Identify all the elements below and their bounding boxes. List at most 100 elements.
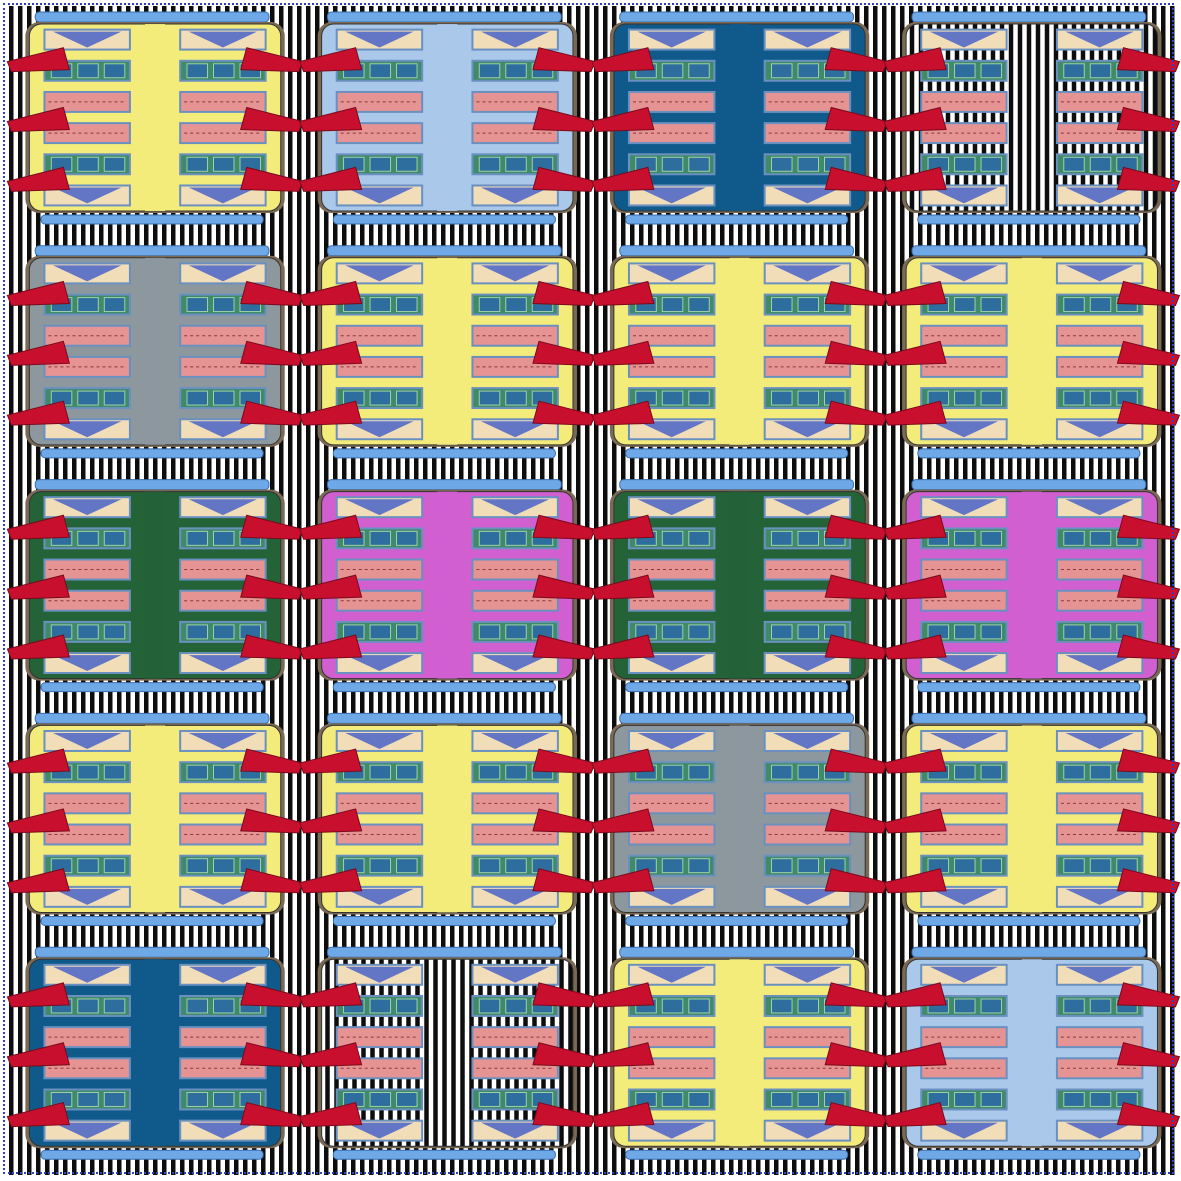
window-pane <box>771 63 793 79</box>
balcony-rail-top <box>619 245 855 257</box>
shutter-right <box>240 280 304 306</box>
window-pane <box>688 764 710 780</box>
window-shade <box>345 1122 414 1139</box>
shutter-right <box>240 47 304 73</box>
window-pane <box>954 764 976 780</box>
window-pane <box>954 297 976 313</box>
window-pane <box>77 764 99 780</box>
window-pane <box>771 764 793 780</box>
balcony-rail-bottom <box>332 682 556 693</box>
window-pane <box>186 764 209 780</box>
window-pane <box>1089 530 1112 546</box>
window-shade <box>637 265 706 282</box>
facade-pillar <box>144 24 166 212</box>
window-shade <box>345 733 414 749</box>
shutter-right <box>240 808 304 834</box>
shutter-left <box>591 748 655 774</box>
shutter-left <box>883 748 947 774</box>
window-pane <box>186 63 209 79</box>
window-pane <box>505 624 527 640</box>
window-pane <box>797 624 820 640</box>
facade <box>883 245 1181 459</box>
facade <box>883 712 1181 926</box>
window-pane <box>954 156 976 172</box>
window-pane <box>954 858 976 874</box>
shutter-left <box>6 982 71 1008</box>
window-shade <box>345 265 414 282</box>
facade-pillar <box>729 725 750 913</box>
window-shade <box>773 966 842 983</box>
window-pane <box>1063 156 1085 172</box>
balcony-rail-bottom <box>40 448 264 459</box>
window-pane <box>478 1092 501 1107</box>
window-pane <box>1089 390 1112 406</box>
window-pane <box>797 156 820 172</box>
window-shade <box>53 655 122 672</box>
facade-grid <box>6 11 1181 1160</box>
window-pane <box>478 764 501 780</box>
window-pane <box>1063 998 1085 1014</box>
balcony-rail-bottom <box>40 1149 264 1160</box>
facade-pillar <box>1021 725 1042 913</box>
shutter-right <box>1116 280 1181 306</box>
window-pane <box>369 390 392 406</box>
window-shade <box>637 1122 706 1139</box>
window-pane <box>980 390 1003 406</box>
window-shade <box>1065 1122 1134 1139</box>
shutter-right <box>824 514 888 540</box>
shutter-left <box>591 340 655 366</box>
shutter-right <box>532 1101 596 1128</box>
shutter-left <box>883 982 947 1008</box>
window-pane <box>505 156 527 172</box>
window-shade <box>480 655 550 672</box>
window-pane <box>77 297 99 313</box>
shutter-left <box>591 1042 655 1068</box>
window-pane <box>1063 858 1085 874</box>
balcony-rail-top <box>326 712 562 724</box>
shutter-right <box>532 280 596 306</box>
facade <box>298 11 596 225</box>
window-shade <box>188 187 258 204</box>
shutter-right <box>824 1042 888 1068</box>
window-shade <box>1065 499 1134 516</box>
balcony-rail-top <box>911 11 1147 23</box>
shutter-left <box>883 1042 947 1068</box>
facade-pillar <box>437 24 458 212</box>
window-shade <box>53 966 122 983</box>
window-shade <box>637 187 706 204</box>
window-pane <box>505 63 527 79</box>
shutter-left <box>883 340 947 366</box>
shutter-left <box>883 868 947 894</box>
window-pane <box>505 1092 527 1107</box>
window-pane <box>1063 530 1085 546</box>
window-pane <box>797 858 820 874</box>
window-pane <box>661 297 684 313</box>
shutter-right <box>532 634 596 660</box>
window-pane <box>980 1092 1003 1107</box>
window-shade <box>480 733 550 749</box>
window-pane <box>396 1092 418 1107</box>
window-shade <box>188 966 258 983</box>
window-shade <box>345 31 414 48</box>
window-pane <box>103 624 126 640</box>
window-pane <box>396 63 418 79</box>
shutter-left <box>591 1101 655 1128</box>
window-shade <box>345 499 414 516</box>
window-shade <box>188 499 258 516</box>
window-pane <box>186 998 209 1014</box>
balcony-rail-top <box>326 946 562 958</box>
balcony-rail-bottom <box>40 682 264 693</box>
shutter-left <box>298 574 363 600</box>
window-pane <box>103 390 126 406</box>
shutter-right <box>1116 748 1181 774</box>
window-shade <box>929 888 999 905</box>
window-pane <box>688 297 710 313</box>
shutter-right <box>824 340 888 366</box>
window-pane <box>980 764 1003 780</box>
shutter-left <box>883 47 947 73</box>
window-pane <box>213 530 235 546</box>
window-pane <box>688 156 710 172</box>
balcony-rail-bottom <box>917 915 1141 926</box>
shutter-right <box>532 340 596 366</box>
window-shade <box>637 499 706 516</box>
